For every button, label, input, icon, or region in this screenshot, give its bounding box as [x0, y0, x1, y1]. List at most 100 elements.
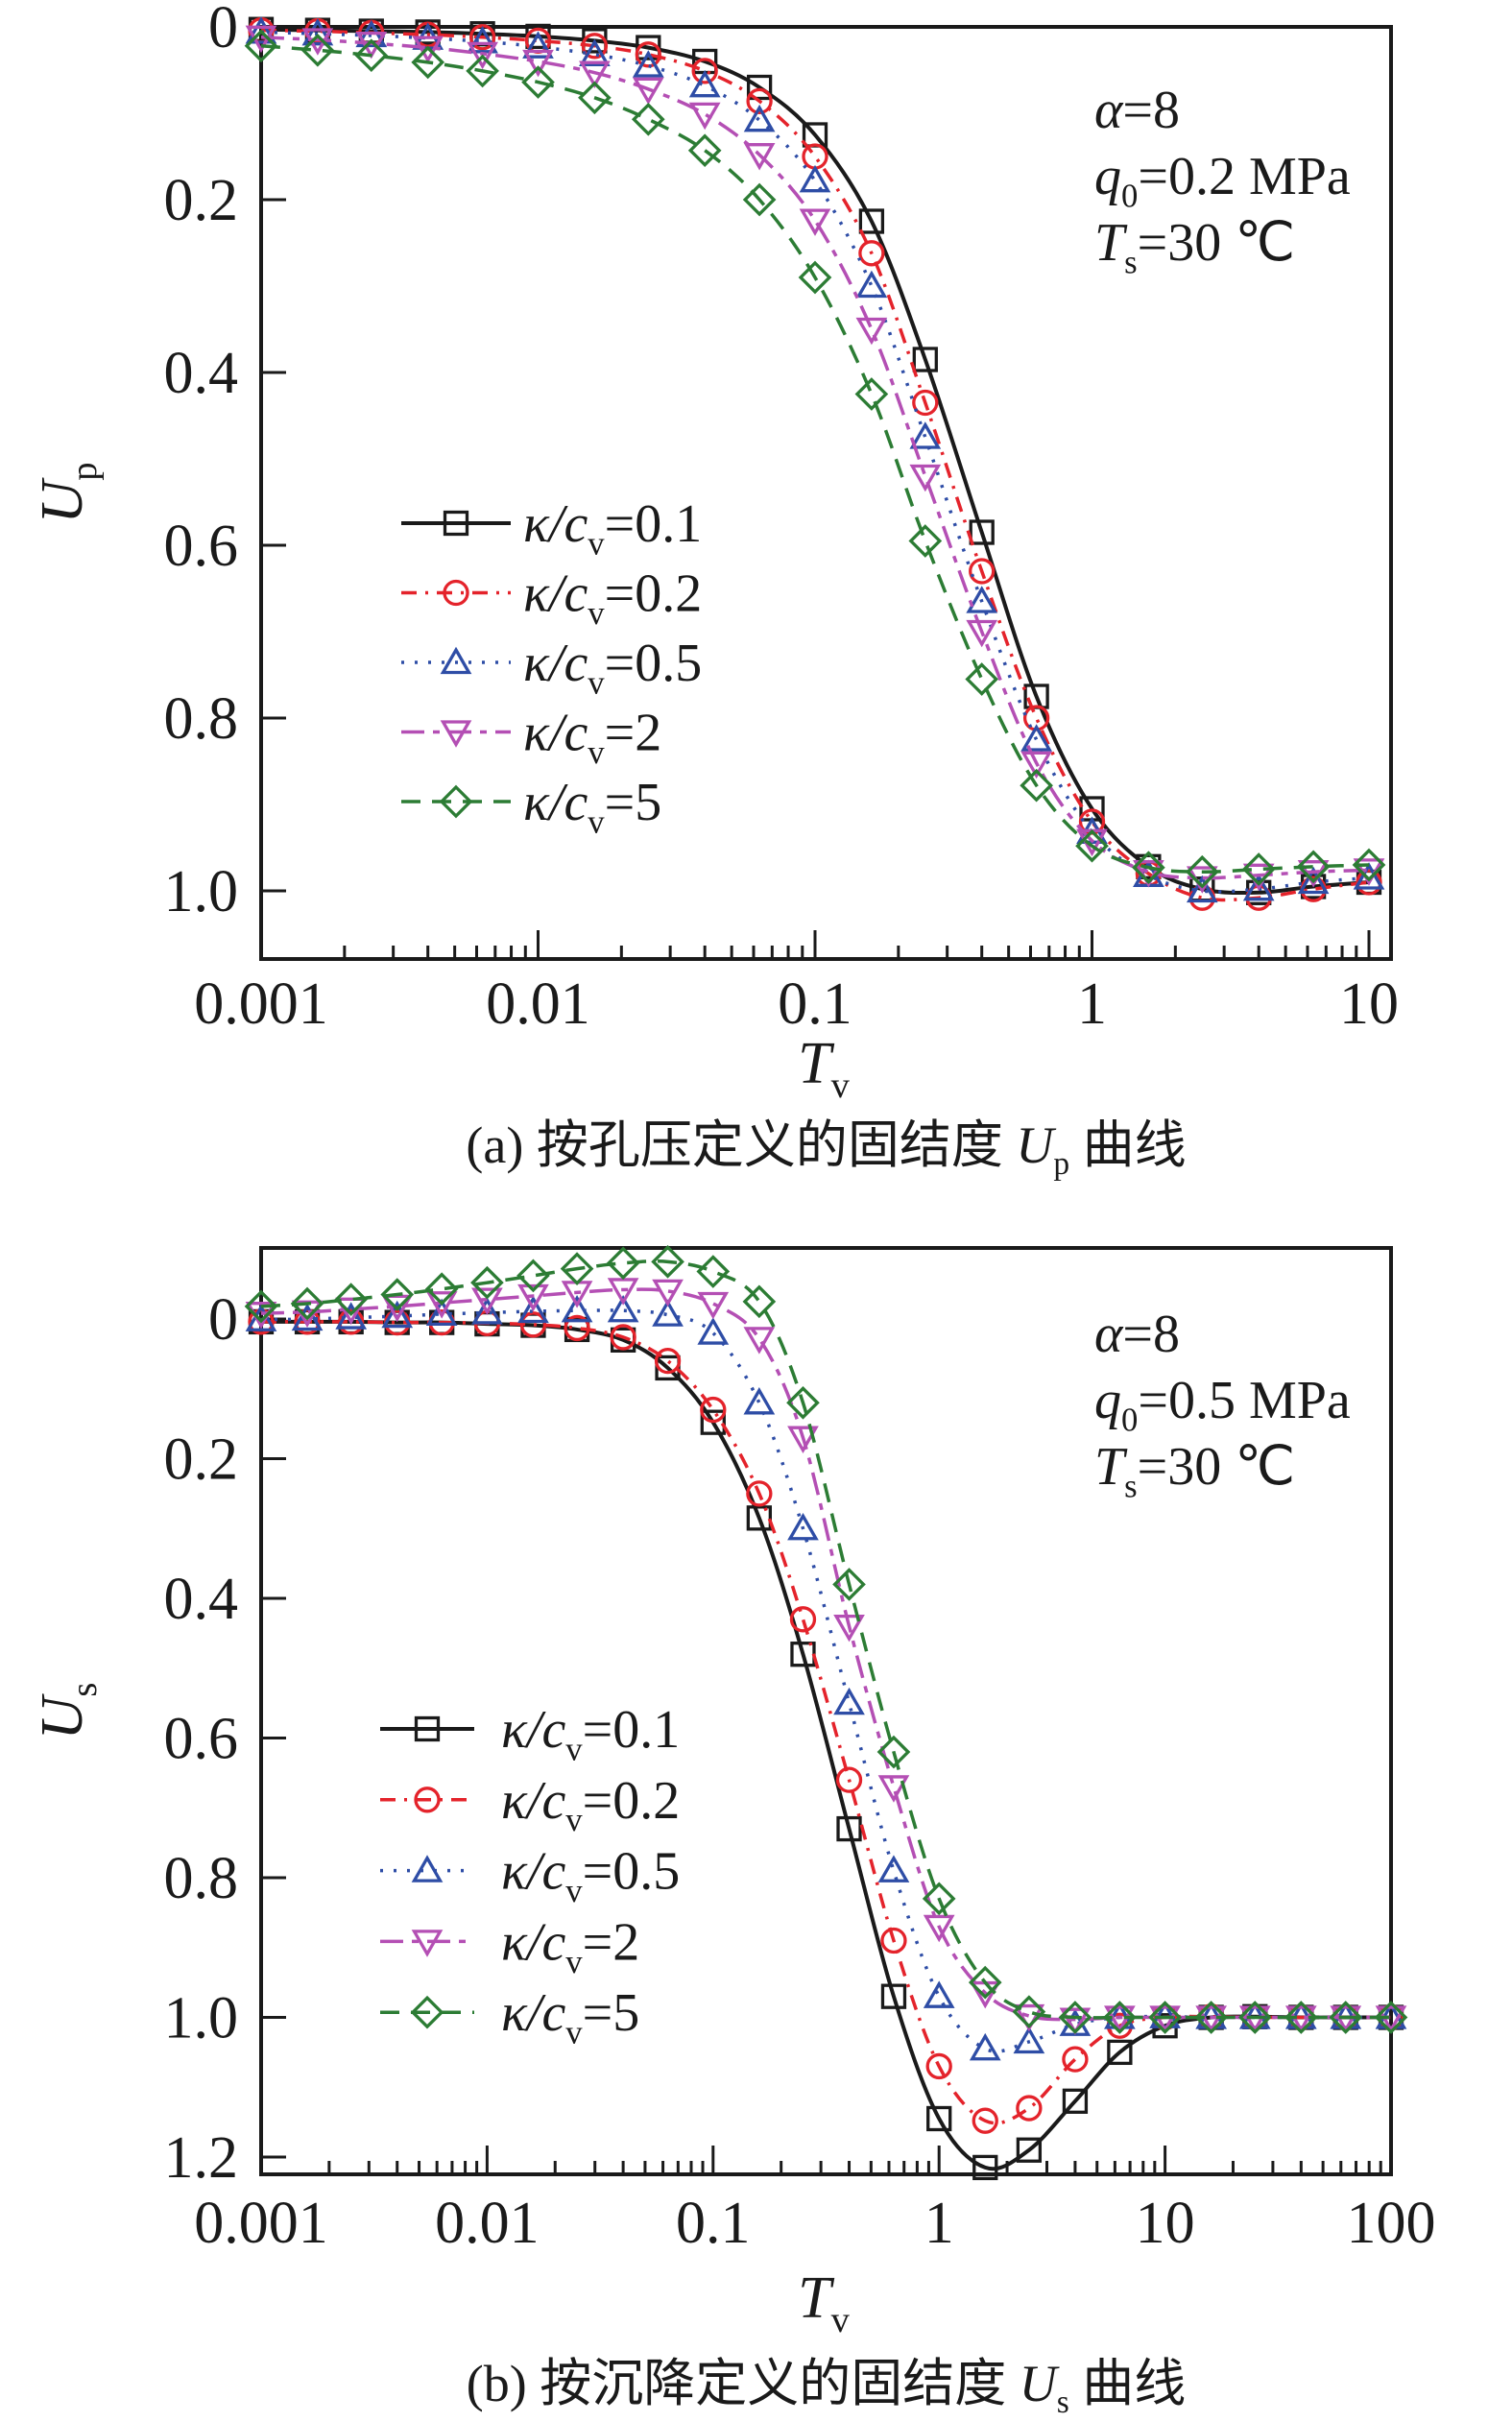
legend-label: κ/cv=5: [501, 1983, 639, 2050]
x-tick-label-b: 0.1: [676, 2191, 751, 2256]
triangle-up-marker: [877, 1855, 910, 1882]
diamond-marker: [578, 81, 612, 115]
x-tick-label-b: 1: [924, 2191, 954, 2256]
triangle-up-marker: [561, 1294, 593, 1323]
diamond-marker: [334, 1283, 369, 1316]
triangle-up-marker: [517, 1295, 549, 1324]
x-tick-label-a: 10: [1339, 971, 1399, 1037]
y-tick-label-a: 0: [208, 0, 238, 60]
legend-label: κ/cv=0.2: [523, 564, 702, 632]
diamond-marker: [466, 54, 499, 88]
circle-marker: [969, 558, 996, 585]
diamond-marker: [244, 1289, 278, 1324]
diamond-marker: [1075, 828, 1109, 863]
triangle-up-marker: [1020, 724, 1052, 752]
triangle-up-marker: [1353, 862, 1385, 890]
diamond-marker: [606, 1246, 640, 1281]
circle-marker: [610, 1324, 636, 1351]
triangle-down-marker: [522, 49, 554, 78]
circle-marker: [519, 1311, 547, 1338]
circle-marker: [338, 1308, 365, 1335]
diamond-marker: [290, 1286, 324, 1321]
y-axis-label-b: Us: [30, 1683, 105, 1740]
triangle-up-marker: [787, 1512, 819, 1541]
triangle-down-marker: [381, 1294, 414, 1323]
caption-a-prefix: (a) 按孔压定义的固结度: [466, 1116, 1017, 1174]
diamond-marker: [876, 1735, 911, 1769]
triangle-up-marker: [855, 270, 888, 299]
diamond-marker: [1148, 2001, 1182, 2034]
triangle-up-icon: [411, 1855, 444, 1882]
triangle-up-marker: [1297, 866, 1330, 895]
legend-entry: κ/cv=5: [380, 1983, 639, 2051]
triangle-down-marker: [517, 1283, 549, 1312]
square-marker: [700, 1409, 726, 1435]
x-axis-label-a: Tv: [798, 1031, 850, 1106]
triangle-down-marker: [923, 1914, 955, 1943]
circle-marker: [468, 24, 496, 51]
caption-chart-b: (b) 按沉降定义的固结度 Us 曲线: [261, 2340, 1391, 2421]
caption-a-suffix: 曲线: [1069, 1116, 1187, 1174]
triangle-up-marker: [697, 1317, 730, 1345]
circle-marker: [858, 240, 885, 267]
diamond-marker: [1237, 2001, 1272, 2034]
diamond-marker: [687, 133, 722, 168]
diamond-marker: [742, 182, 777, 217]
diamond-marker: [1284, 2001, 1318, 2034]
diamond-marker: [1194, 2001, 1228, 2034]
y-tick-label-b: 0.4: [164, 1567, 239, 1632]
diamond-marker: [1185, 854, 1219, 889]
diamond-marker: [354, 38, 389, 73]
triangle-up-marker: [743, 1386, 776, 1415]
caption-chart-a: (a) 按孔压定义的固结度 Up 曲线: [261, 1102, 1391, 1183]
triangle-up-marker: [969, 2032, 1001, 2061]
annotation-line-b: Ts=30 ℃: [1094, 1437, 1295, 1504]
x-axis-label-b: Tv: [798, 2266, 850, 2340]
x-tick-label-a: 0.1: [778, 971, 852, 1037]
circle-icon: [443, 579, 469, 607]
square-icon: [414, 1715, 441, 1742]
circle-marker: [835, 1766, 863, 1793]
y-tick-label-a: 0.8: [164, 686, 239, 752]
triangle-up-marker: [425, 1298, 458, 1327]
legend-b: κ/cv=0.1κ/cv=0.2κ/cv=0.5κ/cv=2κ/cv=5: [380, 1700, 680, 2051]
legend-label: κ/cv=0.1: [523, 494, 702, 562]
legend-label: κ/cv=0.5: [501, 1842, 680, 1909]
y-tick-label-b: 1.2: [164, 2125, 239, 2191]
diamond-marker: [742, 1284, 777, 1319]
series-curve-b: [261, 1319, 1391, 2171]
legend-a: κ/cv=0.1κ/cv=0.2κ/cv=0.5κ/cv=2κ/cv=5: [401, 494, 702, 840]
triangle-up-marker: [381, 1300, 414, 1329]
triangle-down-marker: [471, 1287, 503, 1315]
diamond-marker: [631, 102, 665, 136]
triangle-down-marker: [697, 1291, 730, 1320]
diamond-marker: [1329, 2001, 1363, 2034]
circle-marker: [654, 1348, 682, 1375]
triangle-down-marker: [743, 143, 776, 171]
triangle-up-marker: [607, 1294, 639, 1323]
circle-marker: [746, 87, 773, 115]
plot-frame-a: [259, 25, 1393, 961]
diamond-marker: [1296, 850, 1331, 884]
triangle-up-marker: [467, 25, 498, 54]
triangle-down-marker: [335, 1297, 368, 1326]
triangle-up-marker: [833, 1687, 865, 1715]
triangle-down-marker: [412, 36, 444, 63]
square-marker: [880, 1983, 907, 2009]
y-tick-label-a: 1.0: [164, 859, 239, 924]
circle-marker: [635, 41, 661, 68]
triangle-down-marker: [688, 102, 721, 131]
legend-label: κ/cv=0.1: [501, 1700, 680, 1767]
circle-marker: [581, 33, 609, 60]
legend-entry: κ/cv=5: [401, 773, 661, 840]
triangle-down-marker: [355, 31, 388, 60]
triangle-up-marker: [909, 421, 942, 449]
diamond-marker: [560, 1252, 594, 1285]
triangle-up-marker: [301, 17, 334, 46]
triangle-down-marker: [787, 1426, 819, 1453]
annotation-line-a: Ts=30 ℃: [1094, 213, 1295, 280]
diamond-marker: [1058, 2001, 1092, 2034]
circle-marker: [789, 1606, 817, 1633]
diamond-icon: [410, 1995, 444, 2029]
